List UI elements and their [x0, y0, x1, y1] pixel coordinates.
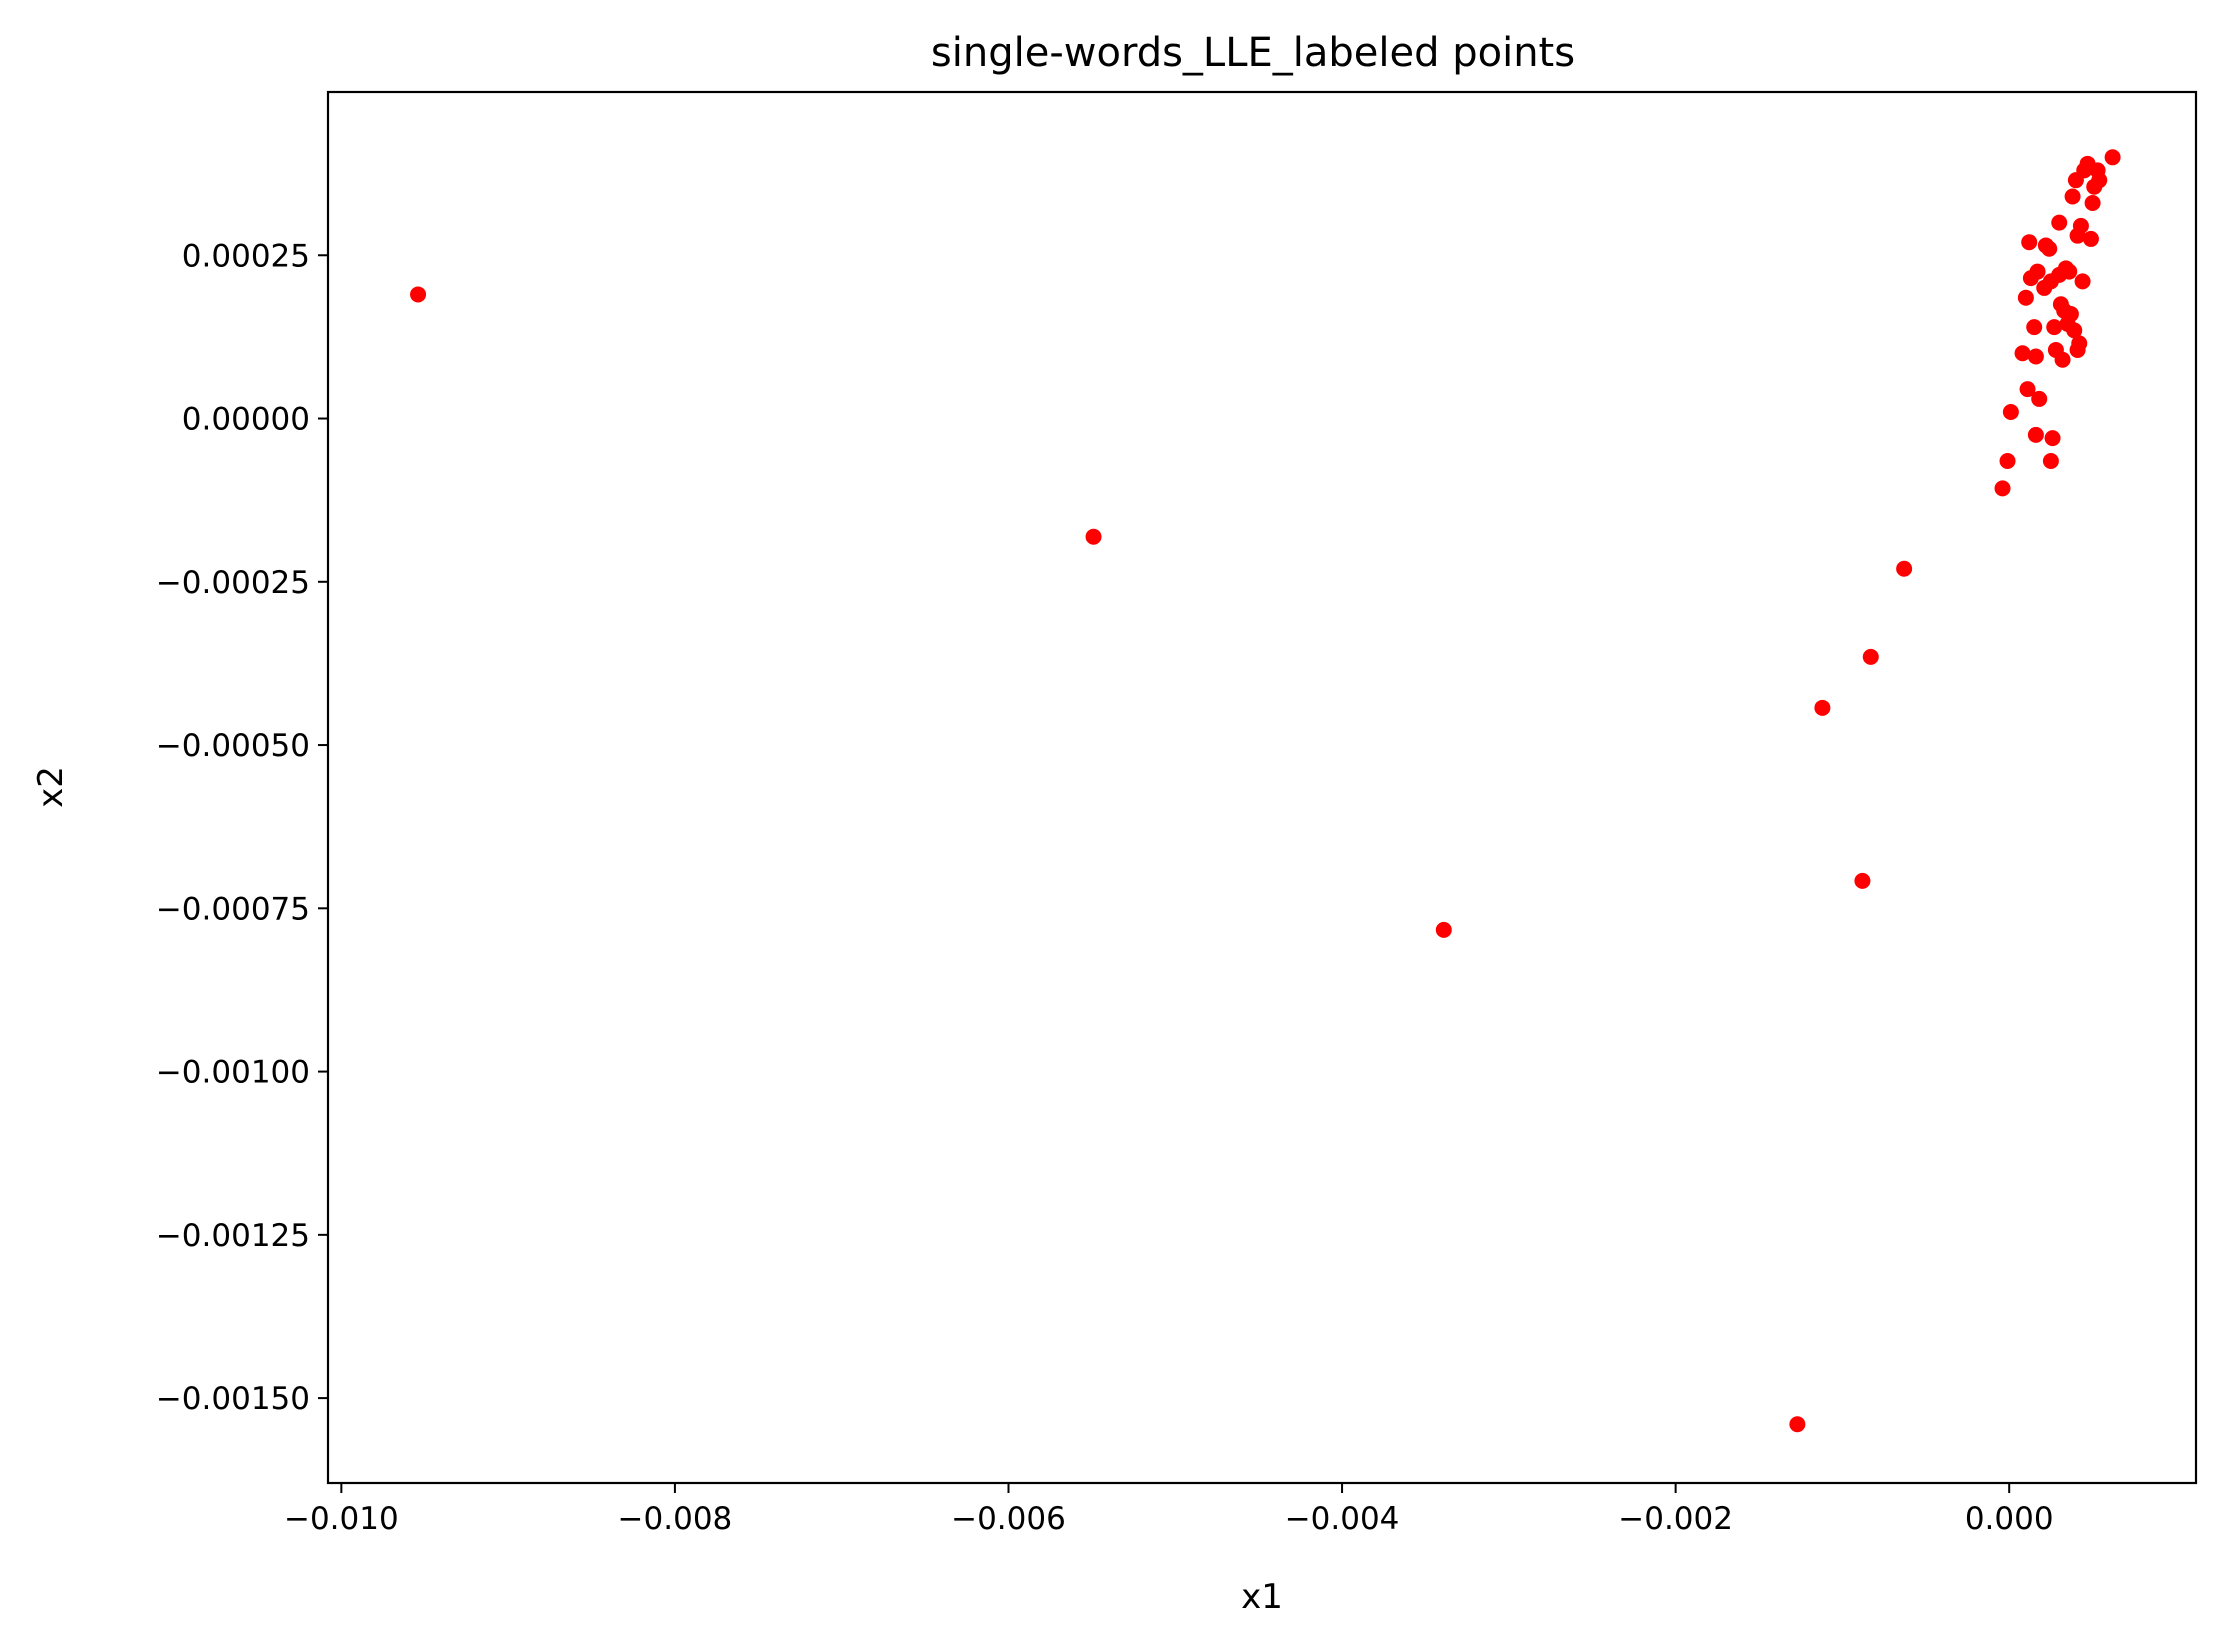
x-axis-label: x1: [1241, 1577, 1283, 1617]
scatter-points: [410, 149, 2121, 1433]
data-point: [1789, 1416, 1806, 1433]
data-point: [2021, 234, 2038, 251]
x-tick-label: −0.010: [284, 1501, 399, 1537]
y-tick-label: −0.00125: [156, 1218, 310, 1254]
data-point: [1085, 528, 1102, 545]
data-point: [2066, 322, 2083, 339]
data-point: [2019, 381, 2036, 398]
y-tick-label: −0.00050: [156, 728, 310, 764]
y-axis-label: x2: [31, 766, 71, 808]
data-point: [2051, 214, 2068, 231]
data-point: [2044, 430, 2061, 447]
data-point: [2027, 348, 2044, 365]
x-tick-label: −0.004: [1285, 1501, 1400, 1537]
x-tick-label: −0.006: [951, 1501, 1066, 1537]
data-point: [2017, 289, 2034, 306]
data-point: [2061, 263, 2078, 280]
y-axis: 0.00025 0.00000 −0.00025 −0.00050 −0.00075 −0…: [156, 238, 328, 1417]
x-tick-label: −0.002: [1618, 1501, 1733, 1537]
data-point: [1999, 452, 2016, 469]
x-axis: −0.010 −0.008 −0.006 −0.004 −0.002 0.000: [284, 1483, 2054, 1537]
data-point: [2026, 319, 2043, 336]
data-point: [2031, 390, 2048, 407]
data-point: [2084, 195, 2101, 212]
data-point: [2104, 149, 2121, 166]
data-point: [1854, 872, 1871, 889]
data-point: [2027, 426, 2044, 443]
y-tick-label: −0.00075: [156, 891, 310, 927]
data-point: [2042, 452, 2059, 469]
data-point: [1814, 699, 1831, 716]
data-point: [2046, 319, 2063, 336]
y-tick-label: −0.00150: [156, 1381, 310, 1417]
y-tick-label: −0.00100: [156, 1055, 310, 1091]
data-point: [1994, 480, 2011, 497]
y-tick-label: 0.00000: [182, 402, 310, 438]
plot-area-frame: [326, 90, 2198, 1485]
data-point: [2071, 335, 2088, 352]
y-tick-label: 0.00025: [182, 238, 310, 274]
y-tick-label: −0.00025: [156, 565, 310, 601]
data-point: [2062, 306, 2079, 323]
x-tick-label: −0.008: [618, 1501, 733, 1537]
data-point: [1896, 560, 1913, 577]
data-point: [2002, 403, 2019, 420]
data-point: [2041, 240, 2058, 257]
data-point: [410, 286, 427, 303]
data-point: [2014, 345, 2031, 362]
data-point: [2064, 188, 2081, 205]
data-point: [1435, 921, 1452, 938]
data-point: [2054, 351, 2071, 368]
data-point: [2072, 217, 2089, 234]
data-point: [1862, 648, 1879, 665]
data-point: [2074, 273, 2091, 290]
data-point: [2082, 230, 2099, 247]
data-point: [2091, 172, 2108, 189]
chart-title: single-words_LLE_labeled points: [931, 30, 1575, 76]
data-point: [2029, 263, 2046, 280]
x-tick-label: 0.000: [1965, 1501, 2054, 1537]
